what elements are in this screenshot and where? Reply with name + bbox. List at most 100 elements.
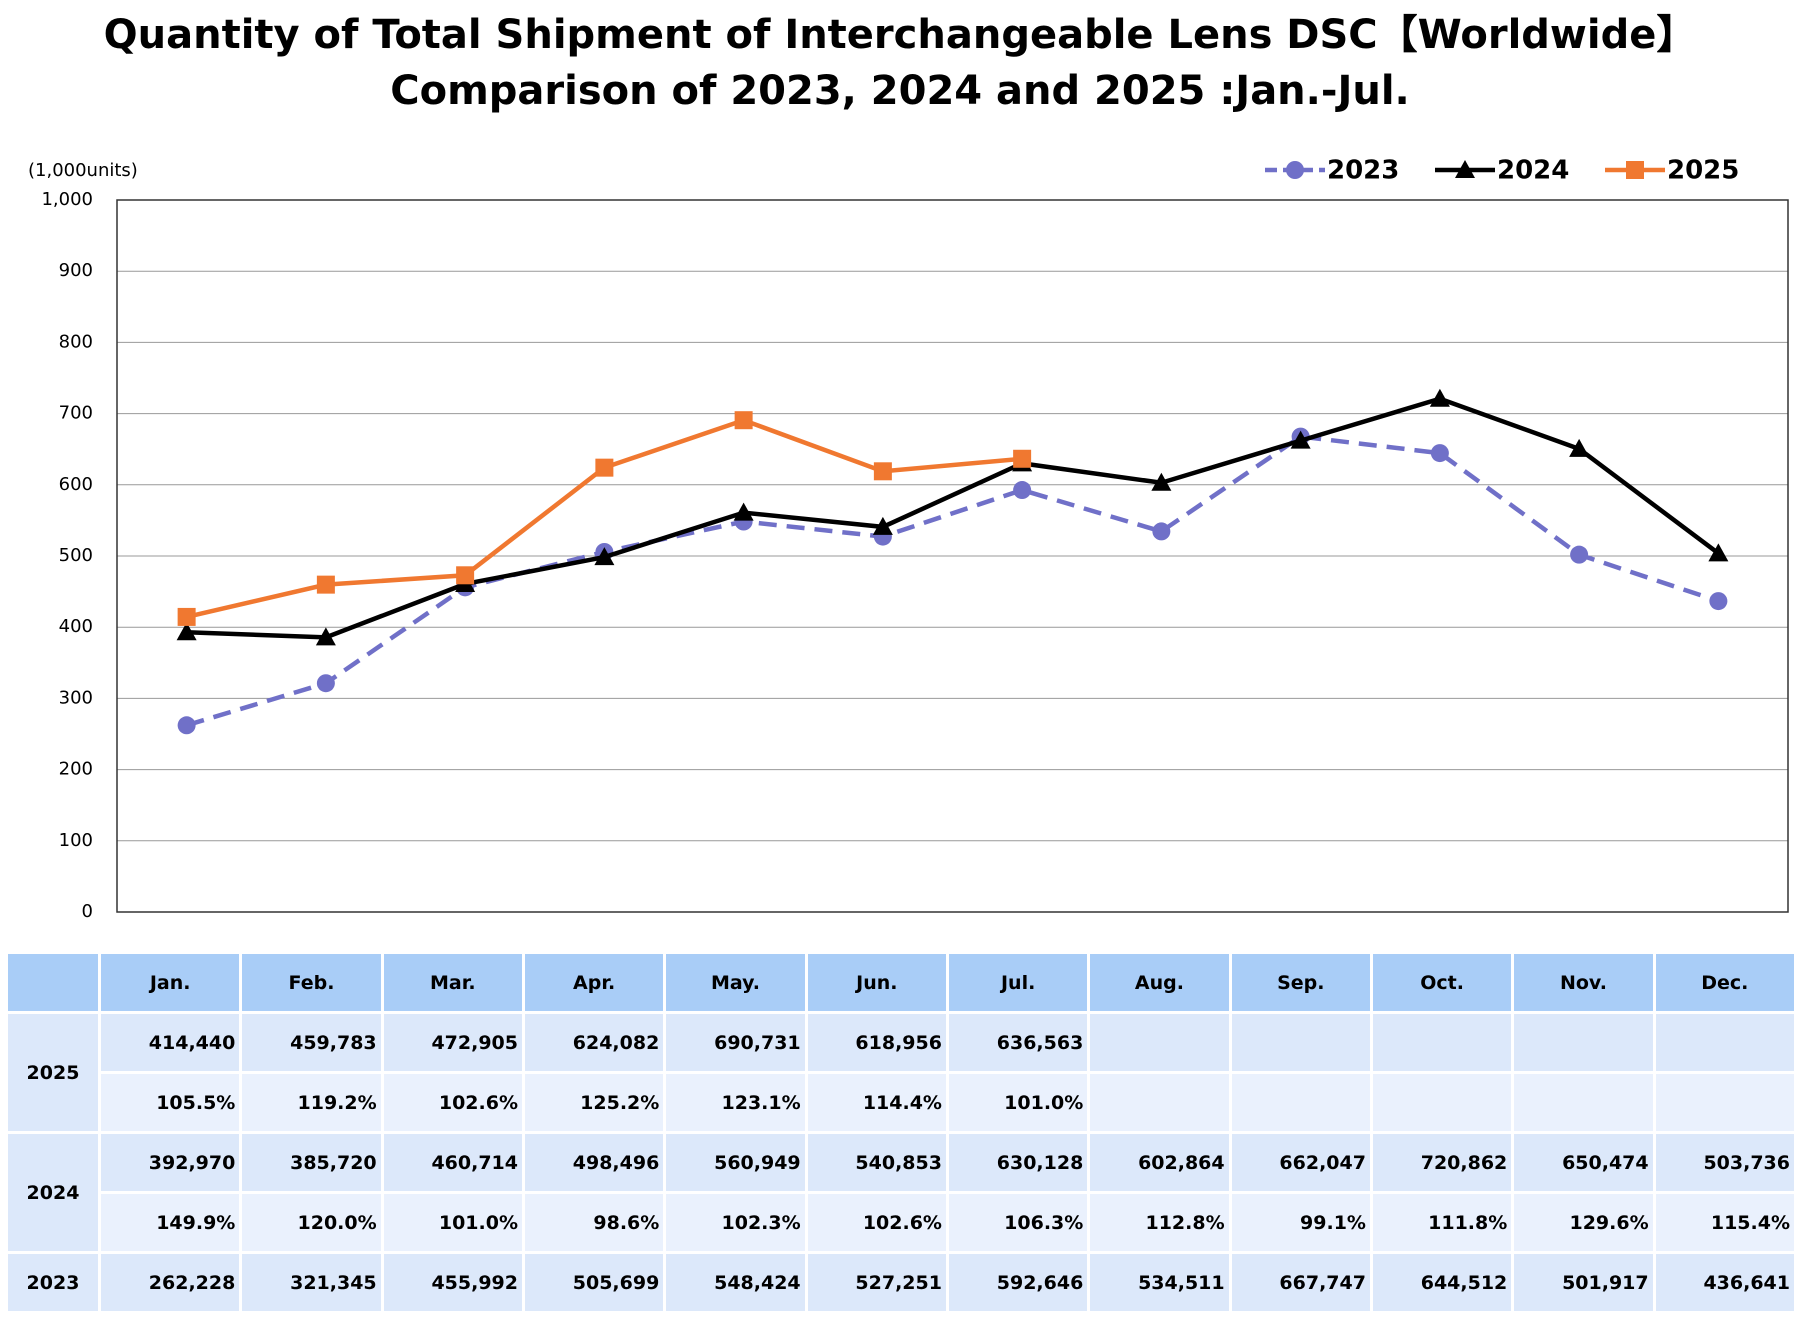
empty-cell <box>1231 1074 1370 1131</box>
series-line <box>186 396 1720 640</box>
table-cell: 392,970 <box>101 1134 240 1191</box>
y-tick-label: 100 <box>59 830 93 851</box>
legend-marker <box>1286 161 1304 179</box>
table-cell: 115.4% <box>1655 1194 1794 1251</box>
marker <box>1430 444 1449 463</box>
table-cell: 111.8% <box>1372 1194 1512 1251</box>
legend-label: 2025 <box>1667 156 1739 186</box>
table-cell: 120.0% <box>242 1194 381 1251</box>
marker <box>176 622 197 641</box>
table-cell: 636,563 <box>948 1014 1088 1071</box>
marker <box>1569 438 1590 457</box>
marker <box>1151 472 1172 491</box>
table-cell: 436,641 <box>1655 1254 1794 1311</box>
table-cell: 503,736 <box>1655 1134 1794 1191</box>
table-cell: 455,992 <box>383 1254 522 1311</box>
table-cell: 125.2% <box>524 1074 664 1131</box>
legend-marker <box>1626 161 1644 179</box>
empty-cell <box>1514 1074 1653 1131</box>
marker <box>594 547 615 566</box>
header-cell: Jun. <box>807 954 946 1011</box>
marker <box>1290 430 1311 449</box>
plot-frame <box>116 199 1789 913</box>
table-cell: 650,474 <box>1514 1134 1653 1191</box>
y-tick-label: 900 <box>59 260 93 281</box>
marker <box>177 716 196 735</box>
header-cell: Apr. <box>524 954 664 1011</box>
y-tick-label: 600 <box>59 474 93 495</box>
empty-cell <box>1655 1074 1794 1131</box>
table-row: 2023 262,228 321,345 455,992 505,699 548,424 5… <box>8 1254 1794 1311</box>
marker <box>734 411 753 430</box>
table-cell: 101.0% <box>383 1194 522 1251</box>
legend-label: 2023 <box>1327 156 1399 186</box>
y-tick-label: 200 <box>59 759 93 780</box>
legend-marker <box>1455 160 1475 178</box>
marker <box>733 502 754 521</box>
data-table: Jan. Feb. Mar. Apr. May. Jun. Jul. Aug. Sep. Oct.… <box>5 951 1797 1314</box>
table-cell: 102.6% <box>383 1074 522 1131</box>
header-cell: Oct. <box>1372 954 1512 1011</box>
header-cell: Nov. <box>1514 954 1653 1011</box>
table-cell: 262,228 <box>101 1254 240 1311</box>
table-cell: 630,128 <box>948 1134 1088 1191</box>
y-tick-label: 300 <box>59 687 93 708</box>
y-tick-label: 1,000 <box>41 189 93 210</box>
table-cell: 129.6% <box>1514 1194 1653 1251</box>
table-cell: 548,424 <box>666 1254 805 1311</box>
y-axis-label: (1,000units) <box>28 160 138 181</box>
table-cell: 99.1% <box>1231 1194 1370 1251</box>
table-cell: 720,862 <box>1372 1134 1512 1191</box>
table-cell: 624,082 <box>524 1014 664 1071</box>
table-cell: 105.5% <box>101 1074 240 1131</box>
y-tick-label: 800 <box>59 331 93 352</box>
table-cell: 540,853 <box>807 1134 946 1191</box>
table-cell: 534,511 <box>1090 1254 1229 1311</box>
series-line <box>185 434 1720 728</box>
table-cell: 644,512 <box>1372 1254 1512 1311</box>
table-cell: 414,440 <box>101 1014 240 1071</box>
table-cell: 321,345 <box>242 1254 381 1311</box>
header-row: Jan. Feb. Mar. Apr. May. Jun. Jul. Aug. Sep. Oct.… <box>8 954 1794 1011</box>
table-cell: 618,956 <box>807 1014 946 1071</box>
table-cell: 149.9% <box>101 1194 240 1251</box>
marker <box>316 674 335 693</box>
table-row: 105.5% 119.2% 102.6% 125.2% 123.1% 114.4% 101.… <box>8 1074 1794 1131</box>
marker <box>315 627 336 646</box>
marker <box>1709 592 1728 611</box>
table-cell: 460,714 <box>383 1134 522 1191</box>
table-cell: 385,720 <box>242 1134 381 1191</box>
table-cell: 459,783 <box>242 1014 381 1071</box>
marker <box>872 516 893 535</box>
marker <box>1152 522 1171 541</box>
empty-cell <box>1090 1074 1229 1131</box>
header-cell: Jul. <box>948 954 1088 1011</box>
y-tick-label: 0 <box>82 901 93 922</box>
table-cell: 527,251 <box>807 1254 946 1311</box>
table-cell: 102.6% <box>807 1194 946 1251</box>
header-cell: Mar. <box>383 954 522 1011</box>
header-cell: Feb. <box>242 954 381 1011</box>
table-cell: 114.4% <box>807 1074 946 1131</box>
table-row: 2024 392,970 385,720 460,714 498,496 560,949 5… <box>8 1134 1794 1251</box>
table-cell: 662,047 <box>1231 1134 1370 1191</box>
table-cell: 667,747 <box>1231 1254 1370 1311</box>
header-cell: Dec. <box>1655 954 1794 1011</box>
table-cell: 501,917 <box>1514 1254 1653 1311</box>
table-row: 2025 414,440 459,783 472,905 624,082 690,731 6… <box>8 1014 1794 1131</box>
header-cell: Sep. <box>1231 954 1370 1011</box>
empty-cell <box>1090 1014 1229 1071</box>
table-cell: 498,496 <box>524 1134 664 1191</box>
row-label: 2025 <box>8 1014 98 1131</box>
empty-cell <box>1514 1014 1653 1071</box>
y-tick-label: 500 <box>59 545 93 566</box>
chart: Quantity of Total Shipment of Interchang… <box>28 12 1789 922</box>
table-cell: 112.8% <box>1090 1194 1229 1251</box>
marker <box>177 607 196 626</box>
chart-title: Quantity of Total Shipment of Interchang… <box>104 12 1697 58</box>
table-cell: 102.3% <box>666 1194 805 1251</box>
empty-cell <box>1231 1014 1370 1071</box>
y-tick-label: 400 <box>59 616 93 637</box>
header-cell: May. <box>666 954 805 1011</box>
table-cell: 560,949 <box>666 1134 805 1191</box>
